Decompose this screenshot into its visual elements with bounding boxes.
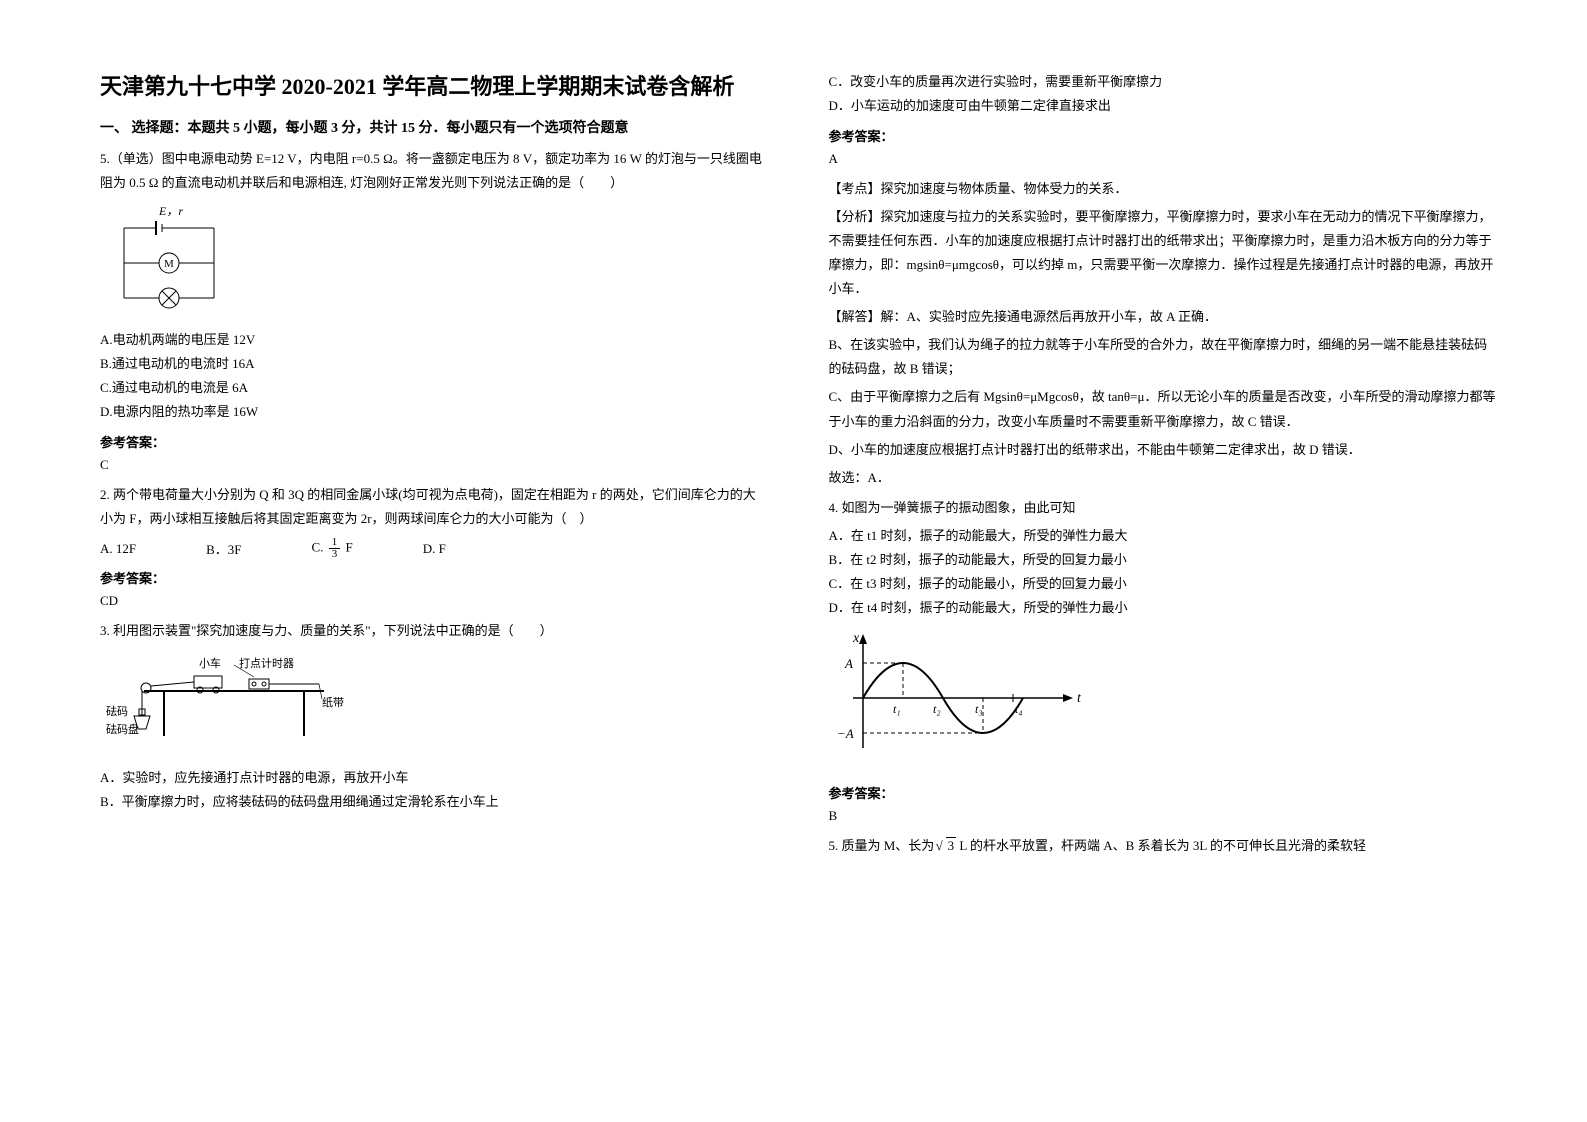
q5-stem: 5. 质量为 M、长为 3 L 的杆水平放置，杆两端 A、B 系着长为 3L 的… — [829, 834, 1498, 858]
q3-jieda-d: D、小车的加速度应根据打点计时器打出的纸带求出，不能由牛顿第二定律求出，故 D … — [829, 438, 1498, 462]
q3-apparatus-diagram: 小车 打点计时器 纸带 砝码 砝码盘 — [104, 651, 769, 756]
q3-jieda-c: C、由于平衡摩擦力之后有 Mgsinθ=μMgcosθ，故 tanθ=μ．所以无… — [829, 385, 1498, 433]
q3-ans: A — [829, 151, 1498, 167]
q2-options: A. 12F B．3F C. 13 F D. F — [100, 537, 769, 560]
fraction-icon: 13 — [329, 537, 341, 560]
q3-opt-a: A．实验时，应先接通打点计时器的电源，再放开小车 — [100, 766, 769, 790]
q2-opt-c: C. 13 F — [312, 537, 353, 560]
q2-opt-d: D. F — [423, 541, 446, 557]
q3-fenxi: 【分析】探究加速度与拉力的关系实验时，要平衡摩擦力，平衡摩擦力时，要求小车在无动… — [829, 205, 1498, 301]
q1-opt-b: B.通过电动机的电流时 16A — [100, 352, 769, 376]
q4-oscillation-graph: x t A −A t₁ t₂ t₃ t₄ — [833, 628, 1498, 773]
q3-opt-b: B．平衡摩擦力时，应将装砝码的砝码盘用细绳通过定滑轮系在小车上 — [100, 790, 769, 814]
svg-text:砝码: 砝码 — [106, 704, 128, 718]
q3-kaodian: 【考点】探究加速度与物体质量、物体受力的关系． — [829, 177, 1498, 201]
sqrt-icon: 3 — [938, 834, 957, 858]
q1-diag-label: E，r — [158, 204, 183, 218]
exam-page: 天津第九十七中学 2020-2021 学年高二物理上学期期末试卷含解析 一、 选… — [100, 70, 1497, 1082]
q3-stem: 3. 利用图示装置"探究加速度与力、质量的关系"，下列说法中正确的是（ ） — [100, 619, 769, 643]
svg-text:t: t — [1077, 691, 1082, 706]
q1-stem: 5.（单选）图中电源电动势 E=12 V，内电阻 r=0.5 Ω。将一盏额定电压… — [100, 147, 769, 195]
svg-text:t₂: t₂ — [933, 702, 941, 716]
svg-text:小车: 小车 — [199, 656, 221, 670]
q1-circuit-diagram: E，r M — [104, 203, 769, 318]
q1-ans-label: 参考答案： — [100, 432, 769, 451]
q4-opt-b: B．在 t2 时刻，振子的动能最大，所受的回复力最小 — [829, 548, 1498, 572]
q2-opt-a: A. 12F — [100, 541, 136, 557]
q1-ans: C — [100, 457, 769, 473]
svg-text:A: A — [844, 656, 853, 671]
q2-ans-label: 参考答案： — [100, 568, 769, 587]
svg-text:t₁: t₁ — [893, 702, 901, 716]
q3-jieda-b: B、在该实验中，我们认为绳子的拉力就等于小车所受的合外力，故在平衡摩擦力时，细绳… — [829, 333, 1498, 381]
q1-opt-c: C.通过电动机的电流是 6A — [100, 376, 769, 400]
right-column: C．改变小车的质量再次进行实验时，需要重新平衡摩擦力 D．小车运动的加速度可由牛… — [829, 70, 1498, 1082]
q2-ans: CD — [100, 593, 769, 609]
svg-text:t₃: t₃ — [975, 702, 983, 716]
svg-text:砝码盘: 砝码盘 — [106, 722, 139, 736]
page-title: 天津第九十七中学 2020-2021 学年高二物理上学期期末试卷含解析 — [100, 70, 769, 103]
svg-text:x: x — [852, 631, 860, 646]
svg-text:M: M — [164, 258, 174, 270]
svg-text:打点计时器: 打点计时器 — [239, 656, 294, 670]
q3-opt-c: C．改变小车的质量再次进行实验时，需要重新平衡摩擦力 — [829, 70, 1498, 94]
svg-text:t₄: t₄ — [1015, 702, 1023, 716]
left-column: 天津第九十七中学 2020-2021 学年高二物理上学期期末试卷含解析 一、 选… — [100, 70, 769, 1082]
q2-stem: 2. 两个带电荷量大小分别为 Q 和 3Q 的相同金属小球(均可视为点电荷)，固… — [100, 483, 769, 531]
q3-jieda-a: 【解答】解：A、实验时应先接通电源然后再放开小车，故 A 正确． — [829, 305, 1498, 329]
q4-opt-d: D．在 t4 时刻，振子的动能最大，所受的弹性力最小 — [829, 596, 1498, 620]
q4-ans-label: 参考答案： — [829, 783, 1498, 802]
q4-opt-c: C．在 t3 时刻，振子的动能最小，所受的回复力最小 — [829, 572, 1498, 596]
q3-opt-d: D．小车运动的加速度可由牛顿第二定律直接求出 — [829, 94, 1498, 118]
svg-text:−A: −A — [837, 726, 854, 741]
q2-opt-b: B．3F — [206, 539, 241, 558]
q4-opt-a: A．在 t1 时刻，振子的动能最大，所受的弹性力最大 — [829, 524, 1498, 548]
q1-opt-d: D.电源内阻的热功率是 16W — [100, 400, 769, 424]
q1-opt-a: A.电动机两端的电压是 12V — [100, 328, 769, 352]
q4-ans: B — [829, 808, 1498, 824]
svg-text:纸带: 纸带 — [322, 696, 344, 709]
q4-stem: 4. 如图为一弹簧振子的振动图象，由此可知 — [829, 496, 1498, 520]
q3-ans-label: 参考答案： — [829, 126, 1498, 145]
section-1-header: 一、 选择题：本题共 5 小题，每小题 3 分，共计 15 分．每小题只有一个选… — [100, 117, 769, 137]
q3-select: 故选：A． — [829, 466, 1498, 490]
